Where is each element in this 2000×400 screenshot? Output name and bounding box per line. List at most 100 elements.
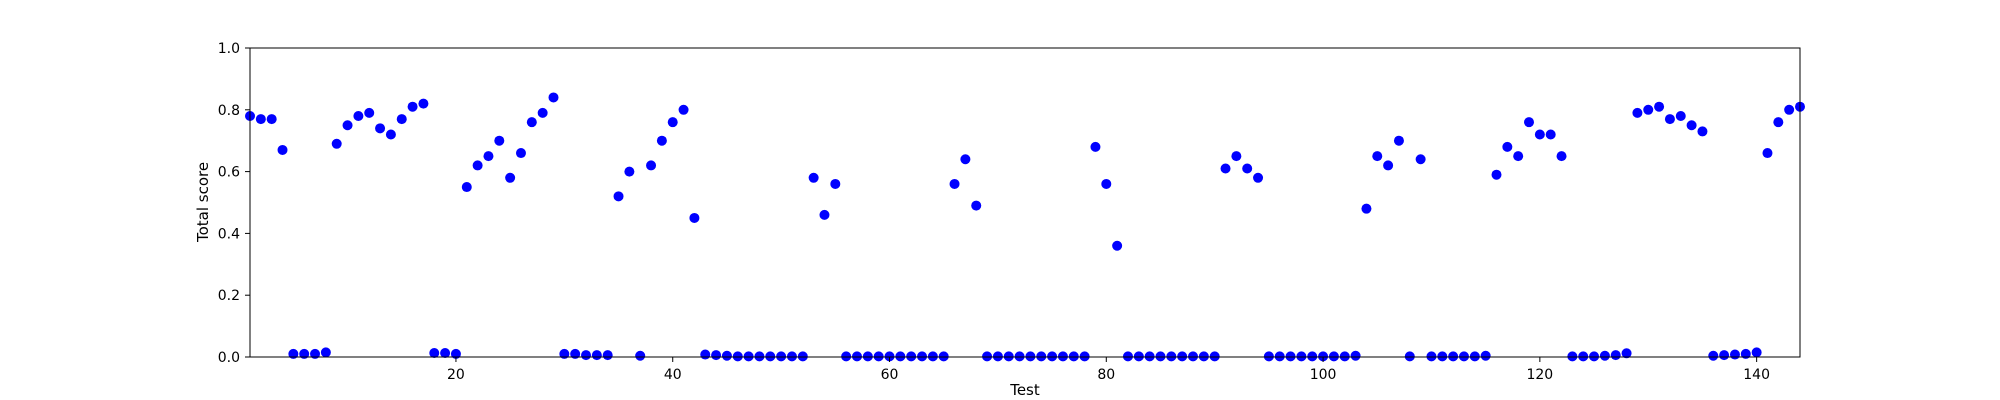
data-point bbox=[1079, 351, 1090, 362]
data-point bbox=[1589, 351, 1600, 362]
data-point bbox=[1502, 141, 1513, 152]
data-point bbox=[1372, 151, 1383, 162]
data-point bbox=[1545, 129, 1556, 140]
data-point bbox=[1231, 151, 1242, 162]
data-point bbox=[515, 148, 526, 159]
data-point bbox=[721, 350, 732, 361]
data-point bbox=[1740, 348, 1751, 359]
y-tick-label: 0.8 bbox=[218, 103, 240, 119]
plot-frame bbox=[249, 47, 1801, 358]
data-point bbox=[1567, 351, 1578, 362]
y-axis-label: Total score bbox=[194, 162, 212, 243]
y-tick-label: 1.0 bbox=[218, 41, 240, 57]
x-axis-ticks: 20 40 60 80 100 120 140 bbox=[447, 357, 1770, 383]
data-point bbox=[266, 114, 277, 125]
data-point bbox=[1664, 114, 1675, 125]
data-point bbox=[1437, 351, 1448, 362]
data-point bbox=[1263, 351, 1274, 362]
x-tick-label: 40 bbox=[664, 367, 682, 383]
data-point bbox=[537, 107, 548, 118]
data-point bbox=[1578, 351, 1589, 362]
data-point bbox=[841, 351, 852, 362]
data-point bbox=[1469, 351, 1480, 362]
data-point bbox=[1675, 110, 1686, 121]
data-point bbox=[873, 351, 884, 362]
data-point bbox=[656, 135, 667, 146]
data-point bbox=[1556, 151, 1567, 162]
data-point bbox=[1404, 351, 1415, 362]
data-point bbox=[591, 350, 602, 361]
data-point bbox=[765, 351, 776, 362]
data-point bbox=[635, 350, 646, 361]
data-point bbox=[310, 348, 321, 359]
data-point bbox=[581, 350, 592, 361]
data-point bbox=[1133, 351, 1144, 362]
data-point bbox=[320, 347, 331, 358]
data-point bbox=[1383, 160, 1394, 171]
data-point bbox=[1242, 163, 1253, 174]
data-point bbox=[906, 351, 917, 362]
data-point bbox=[1198, 351, 1209, 362]
data-point bbox=[1112, 240, 1123, 251]
data-point bbox=[1307, 351, 1318, 362]
data-point bbox=[917, 351, 928, 362]
data-point bbox=[1773, 117, 1784, 128]
data-point bbox=[342, 120, 353, 131]
data-point bbox=[429, 347, 440, 358]
data-point bbox=[526, 117, 537, 128]
data-point bbox=[277, 144, 288, 155]
data-point bbox=[1643, 104, 1654, 115]
data-point bbox=[776, 351, 787, 362]
data-point bbox=[884, 351, 895, 362]
data-point bbox=[1708, 350, 1719, 361]
data-point bbox=[700, 349, 711, 360]
x-tick-label: 80 bbox=[1097, 367, 1115, 383]
data-point bbox=[548, 92, 559, 103]
data-point bbox=[1415, 154, 1426, 165]
data-point bbox=[808, 172, 819, 183]
data-point bbox=[1697, 126, 1708, 137]
data-point bbox=[1729, 349, 1740, 360]
data-point bbox=[602, 350, 613, 361]
plot-background bbox=[250, 48, 1800, 357]
y-tick-label: 0.2 bbox=[218, 288, 240, 304]
data-point bbox=[971, 200, 982, 211]
data-point bbox=[407, 101, 418, 112]
data-point bbox=[364, 107, 375, 118]
data-point bbox=[331, 138, 342, 149]
x-tick-label: 60 bbox=[881, 367, 899, 383]
data-point bbox=[1534, 129, 1545, 140]
data-point bbox=[786, 351, 797, 362]
data-point bbox=[613, 191, 624, 202]
data-point bbox=[1654, 101, 1665, 112]
data-point bbox=[559, 348, 570, 359]
data-point bbox=[1209, 351, 1220, 362]
y-tick-label: 0.0 bbox=[218, 350, 240, 366]
data-point bbox=[1448, 351, 1459, 362]
data-point bbox=[1318, 351, 1329, 362]
data-point bbox=[743, 351, 754, 362]
data-point bbox=[450, 348, 461, 359]
data-point bbox=[1025, 351, 1036, 362]
data-point bbox=[895, 351, 906, 362]
data-point bbox=[819, 209, 830, 220]
data-point bbox=[830, 178, 841, 189]
data-point bbox=[1524, 117, 1535, 128]
data-point bbox=[1599, 350, 1610, 361]
data-point bbox=[1296, 351, 1307, 362]
data-point bbox=[483, 151, 494, 162]
data-point bbox=[1361, 203, 1372, 214]
data-point bbox=[299, 348, 310, 359]
data-point bbox=[1188, 351, 1199, 362]
y-tick-label: 0.4 bbox=[218, 226, 240, 242]
data-point bbox=[982, 351, 993, 362]
data-point bbox=[1220, 163, 1231, 174]
data-point bbox=[797, 351, 808, 362]
data-point bbox=[1328, 351, 1339, 362]
data-point bbox=[1057, 351, 1068, 362]
data-point bbox=[1621, 348, 1632, 359]
data-point bbox=[440, 347, 451, 358]
data-point bbox=[375, 123, 386, 134]
data-point bbox=[1513, 151, 1524, 162]
data-point bbox=[1491, 169, 1502, 180]
